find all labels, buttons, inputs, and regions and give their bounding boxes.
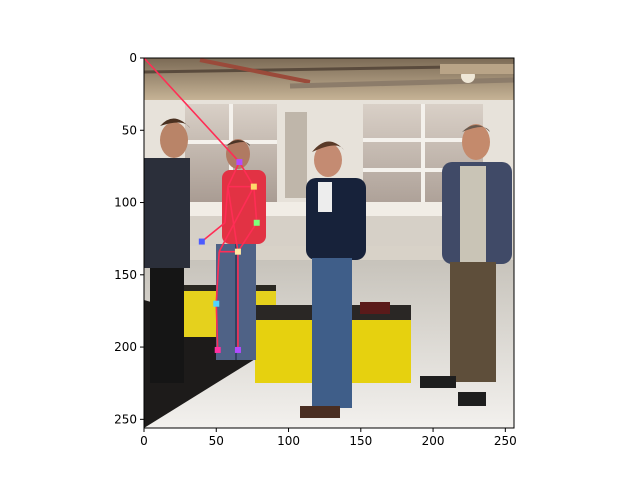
x-tick-label: 150 — [349, 434, 372, 448]
skeleton-line — [227, 161, 241, 187]
x-tick-label: 50 — [209, 434, 224, 448]
keypoint-marker — [198, 238, 205, 245]
y-tick-label: 0 — [129, 51, 137, 65]
y-tick-label: 250 — [114, 412, 137, 426]
keypoint-marker — [236, 159, 243, 166]
pose-overlay — [144, 58, 260, 353]
keypoint-marker — [250, 183, 257, 190]
skeleton-line — [201, 222, 226, 243]
skeleton-line — [224, 186, 229, 223]
keypoint-marker — [253, 219, 260, 226]
y-tick-label: 100 — [114, 196, 137, 210]
y-tick-label: 150 — [114, 268, 137, 282]
person-right — [420, 124, 512, 406]
person-center — [300, 141, 366, 418]
y-axis: 0 50 100 150 200 250 — [114, 51, 144, 426]
x-tick-label: 100 — [277, 434, 300, 448]
x-tick-label: 0 — [140, 434, 148, 448]
skeleton-line — [227, 186, 239, 252]
x-tick-label: 200 — [422, 434, 445, 448]
x-tick-label: 250 — [494, 434, 517, 448]
x-axis: 0 50 100 150 200 250 — [140, 428, 517, 448]
person-left — [144, 118, 190, 383]
skeleton-line — [144, 58, 240, 163]
keypoint-marker — [234, 346, 241, 353]
skeleton-line — [253, 186, 258, 223]
skeleton-line — [218, 186, 255, 253]
keypoint-marker — [213, 300, 220, 307]
skeleton-line — [237, 222, 258, 253]
axes-frame — [143, 57, 515, 429]
skeleton-line — [238, 161, 255, 188]
photo — [144, 58, 514, 428]
y-tick-label: 200 — [114, 340, 137, 354]
keypoint-marker — [234, 248, 241, 255]
skeleton-line — [215, 251, 220, 304]
skeleton-line — [215, 303, 219, 350]
y-tick-label: 50 — [122, 123, 137, 137]
keypoint-marker — [214, 346, 221, 353]
